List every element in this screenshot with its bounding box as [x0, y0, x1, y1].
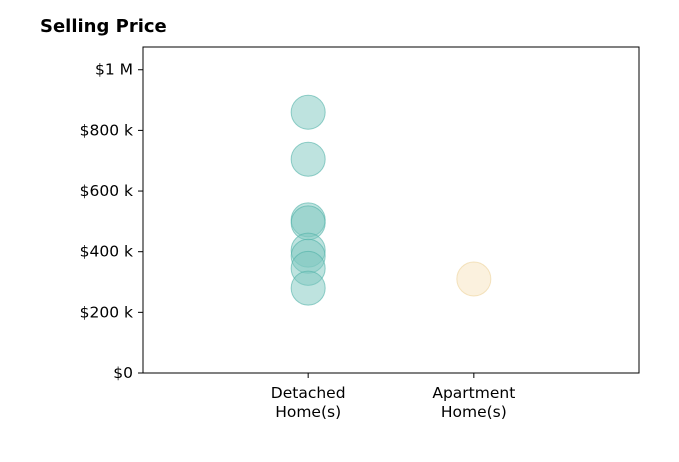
- points-layer: [290, 94, 492, 306]
- plot-area-frame: [142, 46, 640, 374]
- data-point: [456, 261, 492, 297]
- y-tick-label: $1 M: [95, 61, 133, 79]
- y-tick-label: $400 k: [80, 243, 133, 261]
- data-point: [290, 94, 326, 130]
- y-tick-label: $200 k: [80, 303, 133, 321]
- x-tick-label-line: Detached: [271, 384, 346, 402]
- y-tick-label: $800 k: [80, 121, 133, 139]
- x-tick-label-line: Apartment: [432, 384, 515, 402]
- y-tick-label: $0: [113, 364, 133, 382]
- y-axis: $0 $200 k $400 k $600 k $800 k $1 M: [80, 61, 143, 382]
- x-tick-label: Detached Home(s): [271, 384, 346, 421]
- x-tick-label-line: Home(s): [275, 403, 341, 421]
- x-axis: Detached Home(s)Apartment Home(s): [271, 373, 515, 421]
- data-point: [290, 270, 326, 306]
- data-point: [290, 141, 326, 177]
- x-tick-label-line: Home(s): [441, 403, 507, 421]
- chart-title: Selling Price: [40, 16, 167, 37]
- y-tick-label: $600 k: [80, 182, 133, 200]
- x-tick-label: Apartment Home(s): [432, 384, 515, 421]
